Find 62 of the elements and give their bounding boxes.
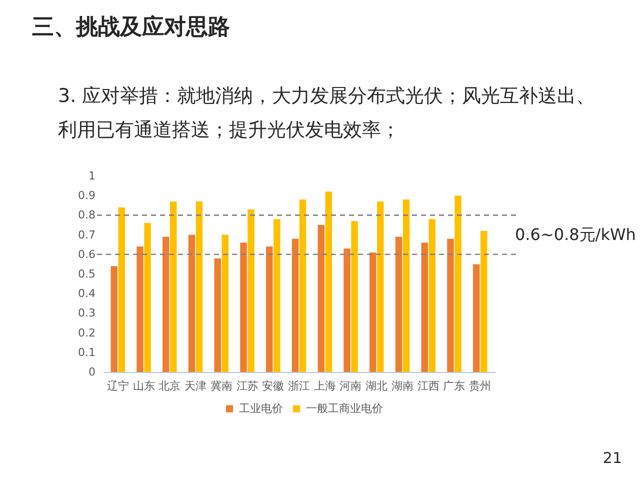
bar — [325, 192, 332, 372]
y-tick-label: 0.7 — [78, 228, 96, 242]
y-tick-label: 0.4 — [78, 287, 96, 300]
x-tick-label: 江西 — [417, 380, 440, 392]
y-tick-label: 0.5 — [78, 268, 96, 280]
bar — [421, 242, 428, 372]
x-tick-label: 江苏 — [236, 380, 258, 392]
bar — [344, 248, 350, 372]
bar — [162, 236, 170, 372]
bar — [351, 221, 358, 372]
y-tick-label: 0.9 — [78, 189, 96, 202]
annotation: 0.6~0.8元/kWh — [515, 224, 636, 244]
bar — [136, 246, 144, 372]
bar — [370, 252, 376, 372]
chart-title: 三、挑战及应对思路 — [32, 14, 230, 40]
bar — [188, 234, 196, 372]
bar — [318, 225, 324, 372]
legend-label: 一般工商业电价 — [306, 402, 383, 415]
legend-label: 工业电价 — [239, 402, 283, 415]
bar — [110, 266, 118, 372]
x-tick-label: 安徽 — [262, 380, 284, 392]
y-tick-label: 0.8 — [78, 208, 96, 222]
bar — [454, 196, 462, 372]
bar — [144, 223, 151, 372]
x-tick-label: 贵州 — [469, 380, 492, 392]
bar — [274, 219, 280, 372]
y-tick-label: 0.6 — [78, 248, 96, 261]
x-tick-label: 北京 — [158, 380, 181, 392]
bar — [214, 258, 221, 372]
chart-subtitle: 3. 应对举措：就地消纳，大力发展分布式光伏；风光互补送出、利用已有通道搭送；提升光伏发电效率； — [58, 85, 596, 141]
bar — [170, 201, 177, 372]
bar — [395, 236, 402, 372]
x-tick-label: 浙江 — [288, 380, 310, 392]
x-tick-label: 湖南 — [392, 380, 414, 392]
bar — [447, 238, 454, 372]
bar — [480, 230, 488, 372]
y-tick-label: 1 — [88, 170, 96, 182]
x-tick-label: 冀南 — [210, 380, 232, 392]
y-tick-label: 0 — [88, 366, 96, 378]
x-tick-label: 天津 — [184, 380, 206, 392]
bar — [292, 238, 299, 372]
bar — [240, 242, 247, 372]
x-tick-label: 河南 — [340, 380, 362, 392]
bar — [118, 207, 125, 372]
x-tick-label: 辽宁 — [106, 380, 129, 392]
x-tick-label: 湖北 — [366, 380, 388, 392]
bar — [222, 234, 228, 372]
bar — [248, 209, 254, 372]
bar — [402, 200, 410, 372]
x-tick-label: 山东 — [132, 380, 155, 392]
bar — [473, 264, 480, 372]
y-tick-label: 0.2 — [78, 326, 96, 340]
bar — [266, 246, 273, 372]
bar — [377, 201, 384, 372]
bar — [299, 200, 306, 372]
bar — [196, 201, 203, 372]
y-tick-label: 0.1 — [78, 346, 96, 359]
y-tick-label: 0.3 — [78, 306, 96, 320]
x-tick-label: 广东 — [443, 380, 466, 392]
bar — [428, 219, 436, 372]
x-tick-label: 上海 — [314, 380, 336, 392]
text: 21 — [602, 449, 622, 467]
